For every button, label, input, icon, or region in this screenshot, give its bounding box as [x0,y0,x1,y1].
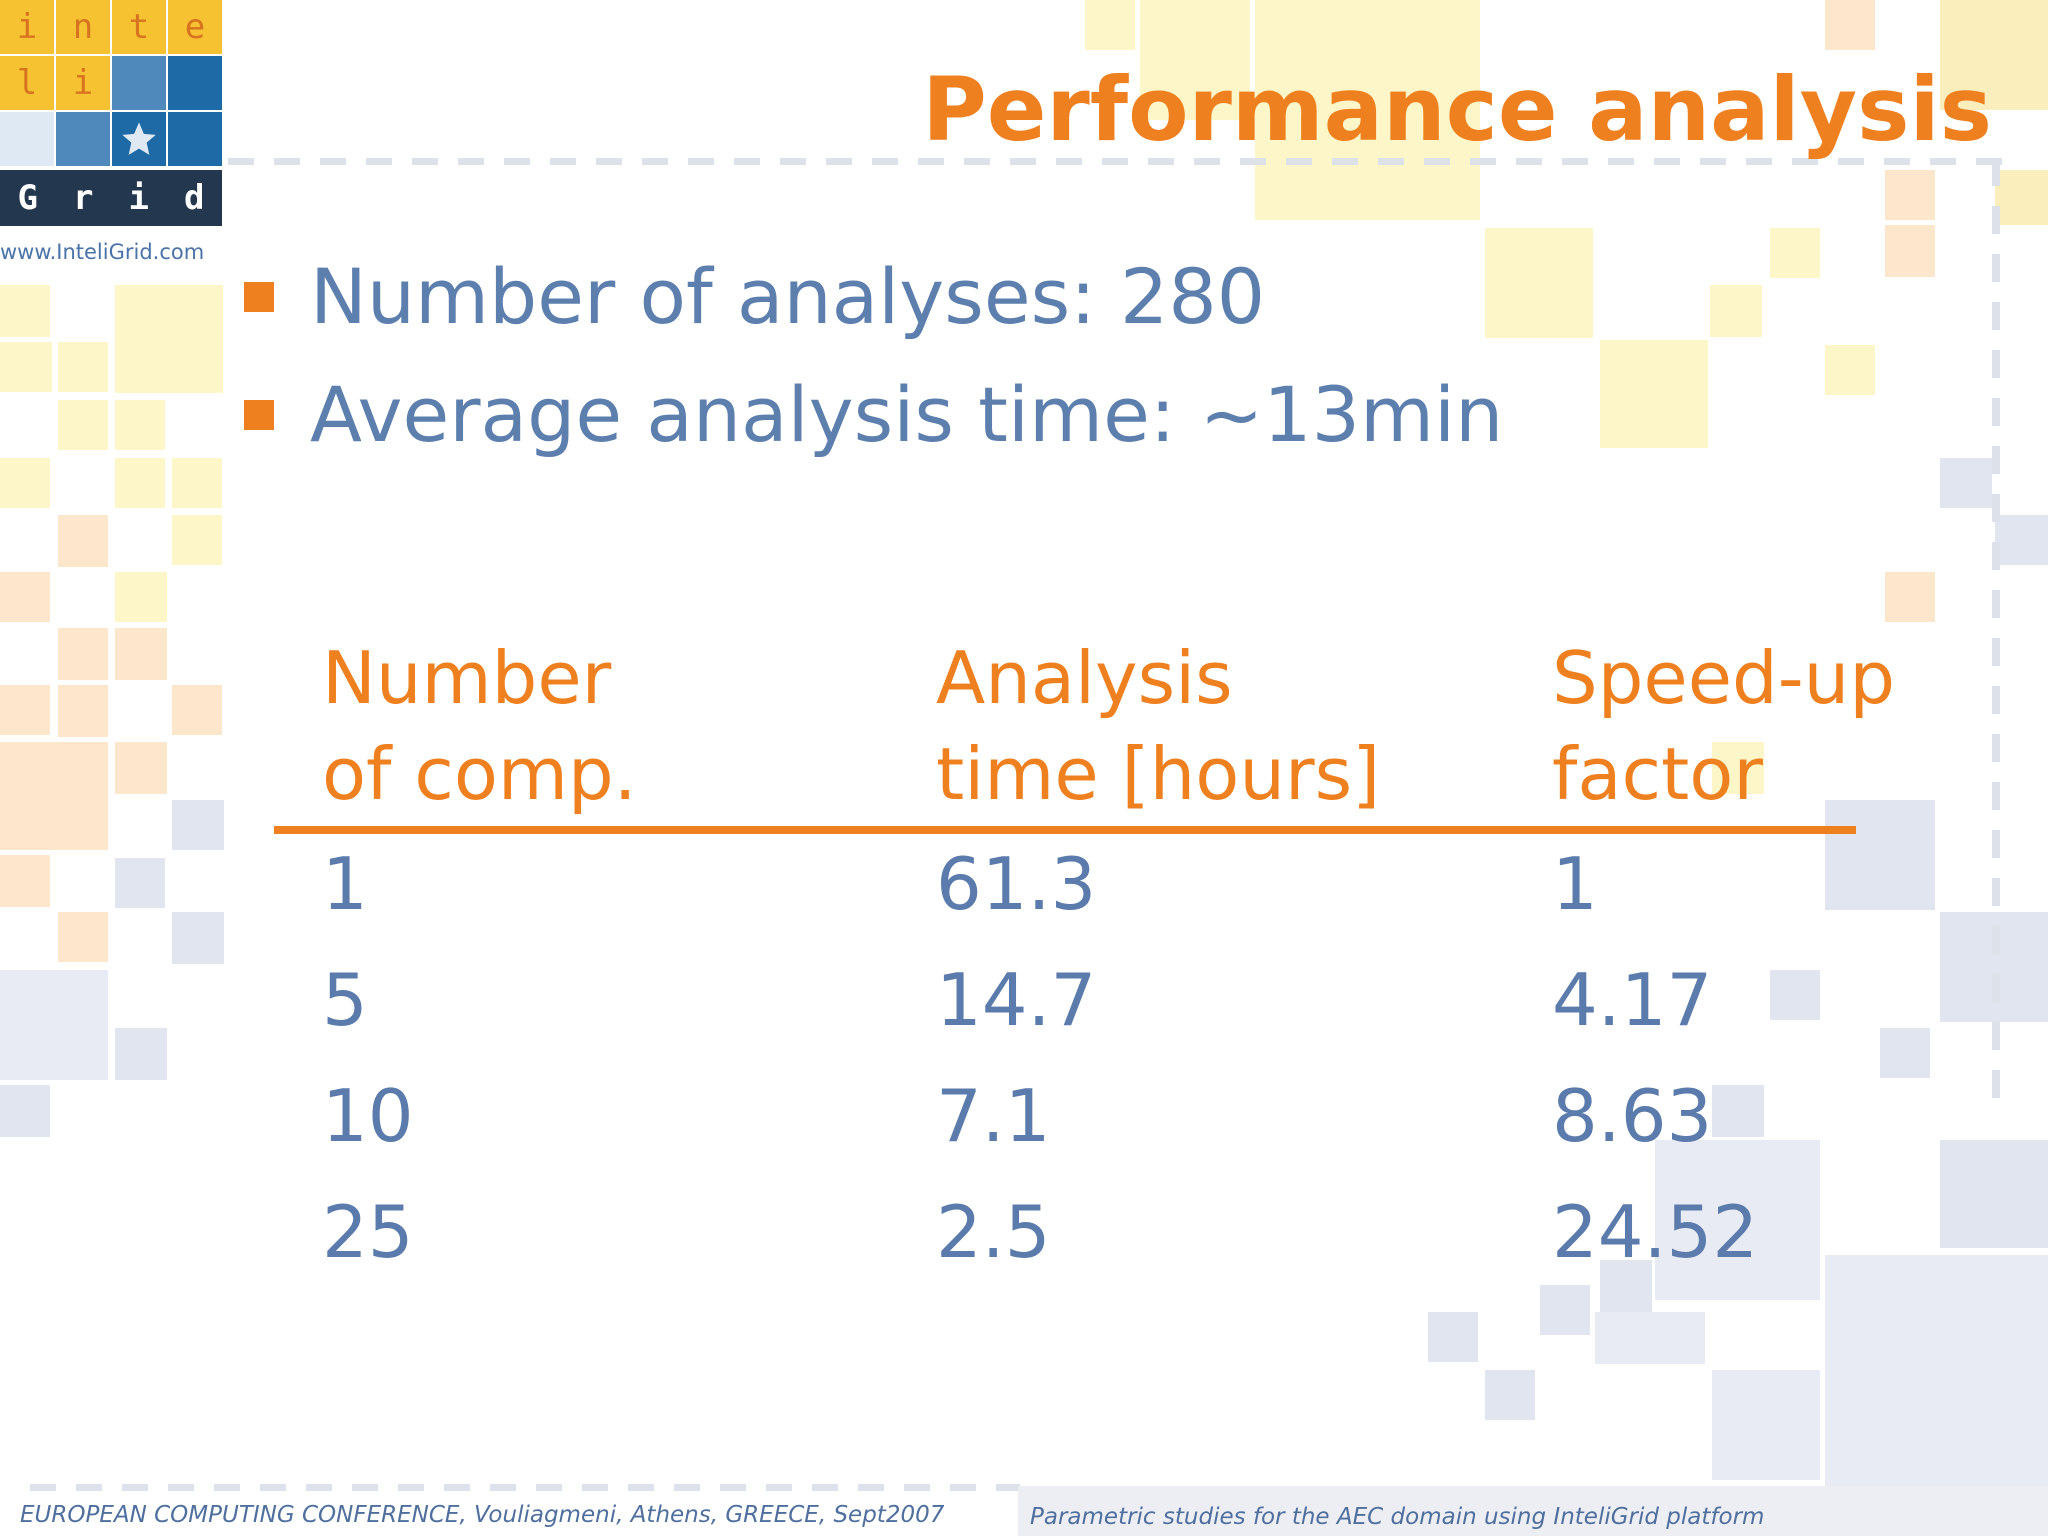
header-line: factor [1552,732,1763,816]
column-header-analysis-time: Analysis time [hours] [936,630,1380,822]
table-cell: 5 [322,958,368,1042]
inteligrid-logo: i n t e l i G r i d [0,0,222,226]
table-cell: 10 [322,1074,414,1158]
table-cell: 1 [1552,842,1598,926]
table-cell: 61.3 [936,842,1097,926]
header-line: time [hours] [936,732,1381,816]
logo-grid-letter: G [17,178,38,218]
header-rule [274,826,1856,834]
table-cell: 4.17 [1552,958,1713,1042]
logo-letter: i [16,7,38,47]
logo-grid-letter: r [73,178,94,218]
bullet-square-icon [244,399,274,430]
frame-right-dashes [1992,158,2000,1108]
bullet-item: Number of analyses: 280 [244,252,1265,341]
logo-url: www.InteliGrid.com [0,240,205,264]
table-cell: 14.7 [936,958,1097,1042]
table-cell: 8.63 [1552,1074,1713,1158]
bullet-square-icon [244,281,274,312]
table-cell: 2.5 [936,1190,1051,1274]
frame-bottom-dashes [30,1484,1020,1491]
page-title: Performance analysis [922,58,1992,161]
logo-grid-letter: i [128,178,149,218]
logo-letter: n [72,7,94,47]
logo-letter: e [184,7,206,47]
header-line: Analysis [936,636,1233,720]
table-cell: 1 [322,842,368,926]
footer-conference: EUROPEAN COMPUTING CONFERENCE, Vouliagme… [20,1502,945,1528]
table-cell: 24.52 [1552,1190,1759,1274]
bullet-item: Average analysis time: ~13min [244,370,1503,459]
footer-paper-title: Parametric studies for the AEC domain us… [1030,1504,1765,1530]
bullet-text: Average analysis time: ~13min [310,370,1504,459]
column-header-speedup: Speed-up factor [1552,630,1895,822]
logo-grid-bar: G r i d [0,170,222,226]
footer-right-band [1018,1486,2048,1536]
star-icon [112,112,166,166]
logo-letter: i [72,63,94,103]
header-line: Number [322,636,612,720]
table-cell: 7.1 [936,1074,1051,1158]
header-line: Speed-up [1552,636,1896,720]
logo-letter: t [128,7,150,47]
logo-grid-letter: d [184,178,205,218]
logo-letter: l [16,63,38,103]
column-header-components: Number of comp. [322,630,637,822]
bullet-text: Number of analyses: 280 [310,252,1266,341]
table-cell: 25 [322,1190,414,1274]
frame-top-dashes [228,158,2020,165]
header-line: of comp. [322,732,637,816]
